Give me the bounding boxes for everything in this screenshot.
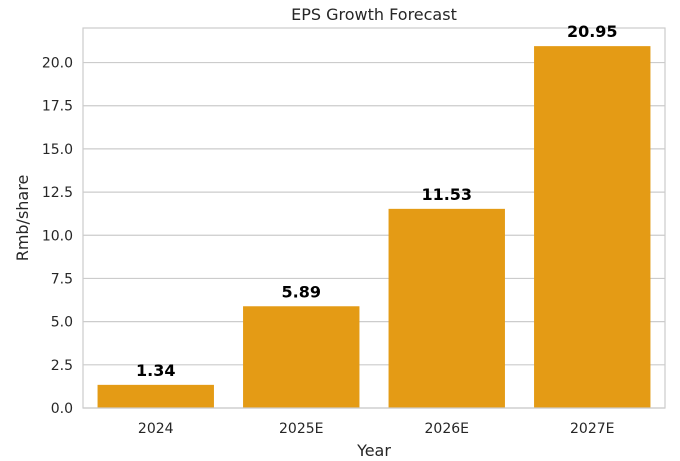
x-tick-label: 2024 <box>138 421 174 437</box>
y-tick-label: 17.5 <box>42 99 73 115</box>
y-tick-label: 5.0 <box>51 315 73 331</box>
y-tick-label: 20.0 <box>42 56 73 72</box>
y-tick-label: 12.5 <box>42 185 73 201</box>
data-label: 1.34 <box>136 361 175 380</box>
plot-frame <box>82 27 666 409</box>
y-tick-label: 2.5 <box>51 358 73 374</box>
x-tick-label: 2026E <box>425 421 469 437</box>
bars <box>97 46 651 409</box>
x-tick-label: 2027E <box>570 421 614 437</box>
x-tick-label: 2025E <box>279 421 323 437</box>
y-axis-label: Rmb/share <box>13 175 32 262</box>
y-tick-label: 0.0 <box>51 401 73 417</box>
data-labels: 1.34 5.89 11.53 20.95 <box>136 22 618 380</box>
data-label: 11.53 <box>421 185 472 204</box>
y-axis-ticks: 0.0 2.5 5.0 7.5 10.0 12.5 15.0 17.5 20.0 <box>42 56 73 417</box>
data-label: 5.89 <box>282 282 321 301</box>
x-axis-label: Year <box>356 441 391 460</box>
data-label: 20.95 <box>567 22 618 41</box>
y-tick-label: 15.0 <box>42 142 73 158</box>
bar-2025E <box>243 306 360 408</box>
x-axis-ticks: 2024 2025E 2026E 2027E <box>138 421 615 437</box>
y-tick-label: 7.5 <box>51 271 73 287</box>
chart-title: EPS Growth Forecast <box>291 5 457 24</box>
y-tick-label: 10.0 <box>42 228 73 244</box>
bar-2024 <box>97 384 214 408</box>
bar-2027E <box>534 46 651 409</box>
bar-2026E <box>388 208 505 408</box>
